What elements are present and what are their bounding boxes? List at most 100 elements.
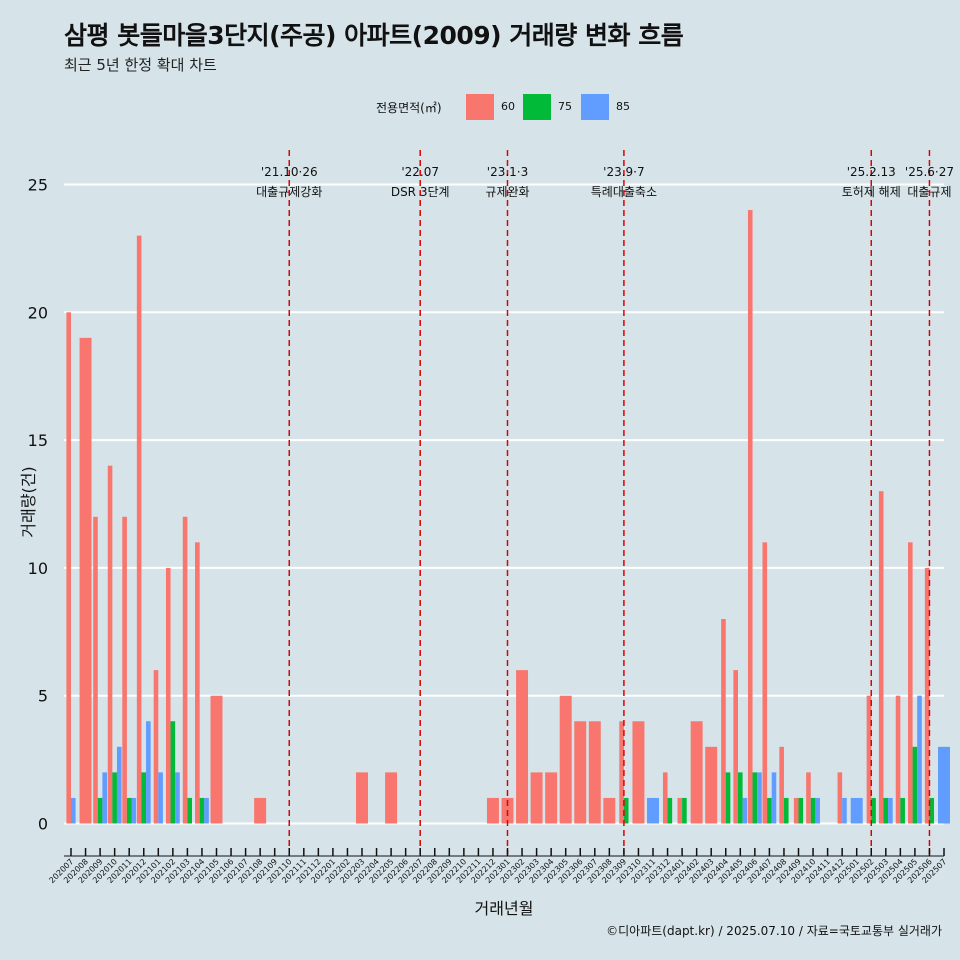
bar-202410-85	[815, 797, 820, 824]
chart-subtitle: 최근 5년 한정 확대 차트	[64, 56, 217, 74]
bar-202405-75	[738, 772, 743, 824]
bar-202104-60	[195, 542, 200, 824]
bar-202401-75	[682, 797, 687, 824]
event-label-text: DSR 3단계	[391, 185, 450, 199]
bar-202303-60	[530, 772, 543, 824]
bar-202010-60	[107, 465, 113, 824]
bar-202407-60	[762, 542, 768, 824]
bar-202007-85	[71, 797, 76, 824]
bar-202406-60	[747, 210, 753, 824]
bar-202308-60	[603, 797, 616, 824]
bar-202010-85	[116, 746, 122, 824]
bar-202405-85	[742, 797, 748, 824]
y-tick-label: 0	[38, 815, 48, 834]
event-label-date: '23.9·7	[603, 165, 644, 179]
bar-202307-60	[588, 721, 601, 824]
bar-202410-60	[806, 772, 811, 824]
event-label-text: 특례대출축소	[591, 185, 657, 199]
bar-202012-60	[136, 235, 142, 824]
event-label-date: '23.1·3	[487, 165, 528, 179]
bar-202108-60	[254, 797, 267, 824]
y-tick-label: 15	[28, 431, 48, 450]
bar-202103-60	[182, 516, 188, 824]
event-label-text: 대출규제	[907, 185, 951, 199]
bar-202212-60	[486, 797, 499, 824]
bar-202309-60	[619, 721, 624, 824]
bar-202304-60	[545, 772, 558, 824]
bar-202503-85	[888, 797, 893, 824]
legend: 전용면적(㎡) 60 75 85	[0, 92, 960, 122]
bar-202203-60	[356, 772, 368, 824]
bar-202007-60	[66, 312, 71, 824]
bar-202012-75	[141, 772, 147, 824]
bar-202011-60	[122, 516, 127, 824]
bar-202506-60	[924, 567, 930, 824]
bar-202102-85	[175, 772, 180, 824]
legend-label-85: 85	[616, 100, 630, 113]
bar-202408-75	[783, 797, 789, 824]
bar-202102-60	[165, 567, 171, 824]
legend-label-60: 60	[501, 100, 515, 113]
bar-202407-85	[771, 772, 777, 824]
event-label-date: '25.6·27	[905, 165, 954, 179]
bar-202404-75	[725, 772, 731, 824]
bar-202103-75	[187, 797, 192, 824]
bar-202102-75	[170, 721, 176, 824]
bar-202008-60	[79, 337, 92, 824]
bar-202404-60	[721, 619, 726, 824]
bar-202412-85	[842, 797, 847, 824]
bar-202205-60	[385, 772, 398, 824]
y-tick-label: 10	[28, 559, 48, 578]
bar-202409-75	[798, 797, 804, 824]
bar-202402-60	[690, 721, 703, 824]
y-tick-label: 5	[38, 687, 48, 706]
event-label-text: 대출규제강화	[256, 185, 322, 199]
bar-202309-75	[623, 797, 629, 824]
bar-202105-60	[210, 695, 223, 824]
bar-202409-60	[793, 797, 799, 824]
bar-202505-75	[912, 746, 918, 824]
y-axis-title: 거래량(건)	[19, 466, 38, 537]
bar-202501-85	[850, 797, 863, 824]
bar-202502-60	[866, 695, 872, 824]
legend-title: 전용면적(㎡)	[376, 101, 442, 115]
event-label-date: '22.07	[401, 165, 439, 179]
bar-202312-75	[667, 797, 673, 824]
chart-title: 삼평 봇들마을3단지(주공) 아파트(2009) 거래량 변화 흐름	[64, 21, 684, 50]
bar-202502-75	[871, 797, 876, 824]
legend-label-75: 75	[558, 100, 572, 113]
bar-202408-60	[779, 746, 784, 824]
bar-202302-60	[516, 670, 529, 824]
y-tick-label: 25	[28, 176, 48, 195]
bar-202504-75	[900, 797, 905, 824]
legend-key-75	[523, 94, 551, 120]
source-caption: ©디아파트(dapt.kr) / 2025.07.10 / 자료=국토교통부 실…	[606, 924, 942, 938]
bar-202405-60	[733, 670, 738, 824]
bar-202410-75	[810, 797, 816, 824]
legend-key-85	[581, 94, 609, 120]
bar-202504-60	[895, 695, 901, 824]
event-label-date: '25.2.13	[847, 165, 896, 179]
bar-202311-85	[647, 797, 659, 824]
legend-key-60	[466, 94, 494, 120]
bar-202101-60	[153, 670, 159, 824]
event-label-text: 토허제 해제	[842, 185, 901, 199]
bar-202507-85	[938, 746, 950, 824]
event-label-date: '21.10·26	[261, 165, 318, 179]
bar-202011-75	[126, 797, 132, 824]
bar-202505-60	[908, 542, 913, 824]
bar-202009-60	[93, 516, 98, 824]
bar-202012-85	[146, 721, 151, 824]
bar-202407-75	[767, 797, 772, 824]
bar-202406-75	[752, 772, 758, 824]
bar-202503-75	[883, 797, 889, 824]
bar-202412-60	[837, 772, 843, 824]
bar-202506-75	[929, 797, 935, 824]
bar-202310-60	[632, 721, 645, 824]
y-tick-label: 20	[28, 303, 48, 322]
bar-202503-60	[878, 491, 884, 824]
bar-202010-75	[112, 772, 117, 824]
bar-202505-85	[917, 695, 922, 824]
bar-202406-85	[757, 772, 762, 824]
